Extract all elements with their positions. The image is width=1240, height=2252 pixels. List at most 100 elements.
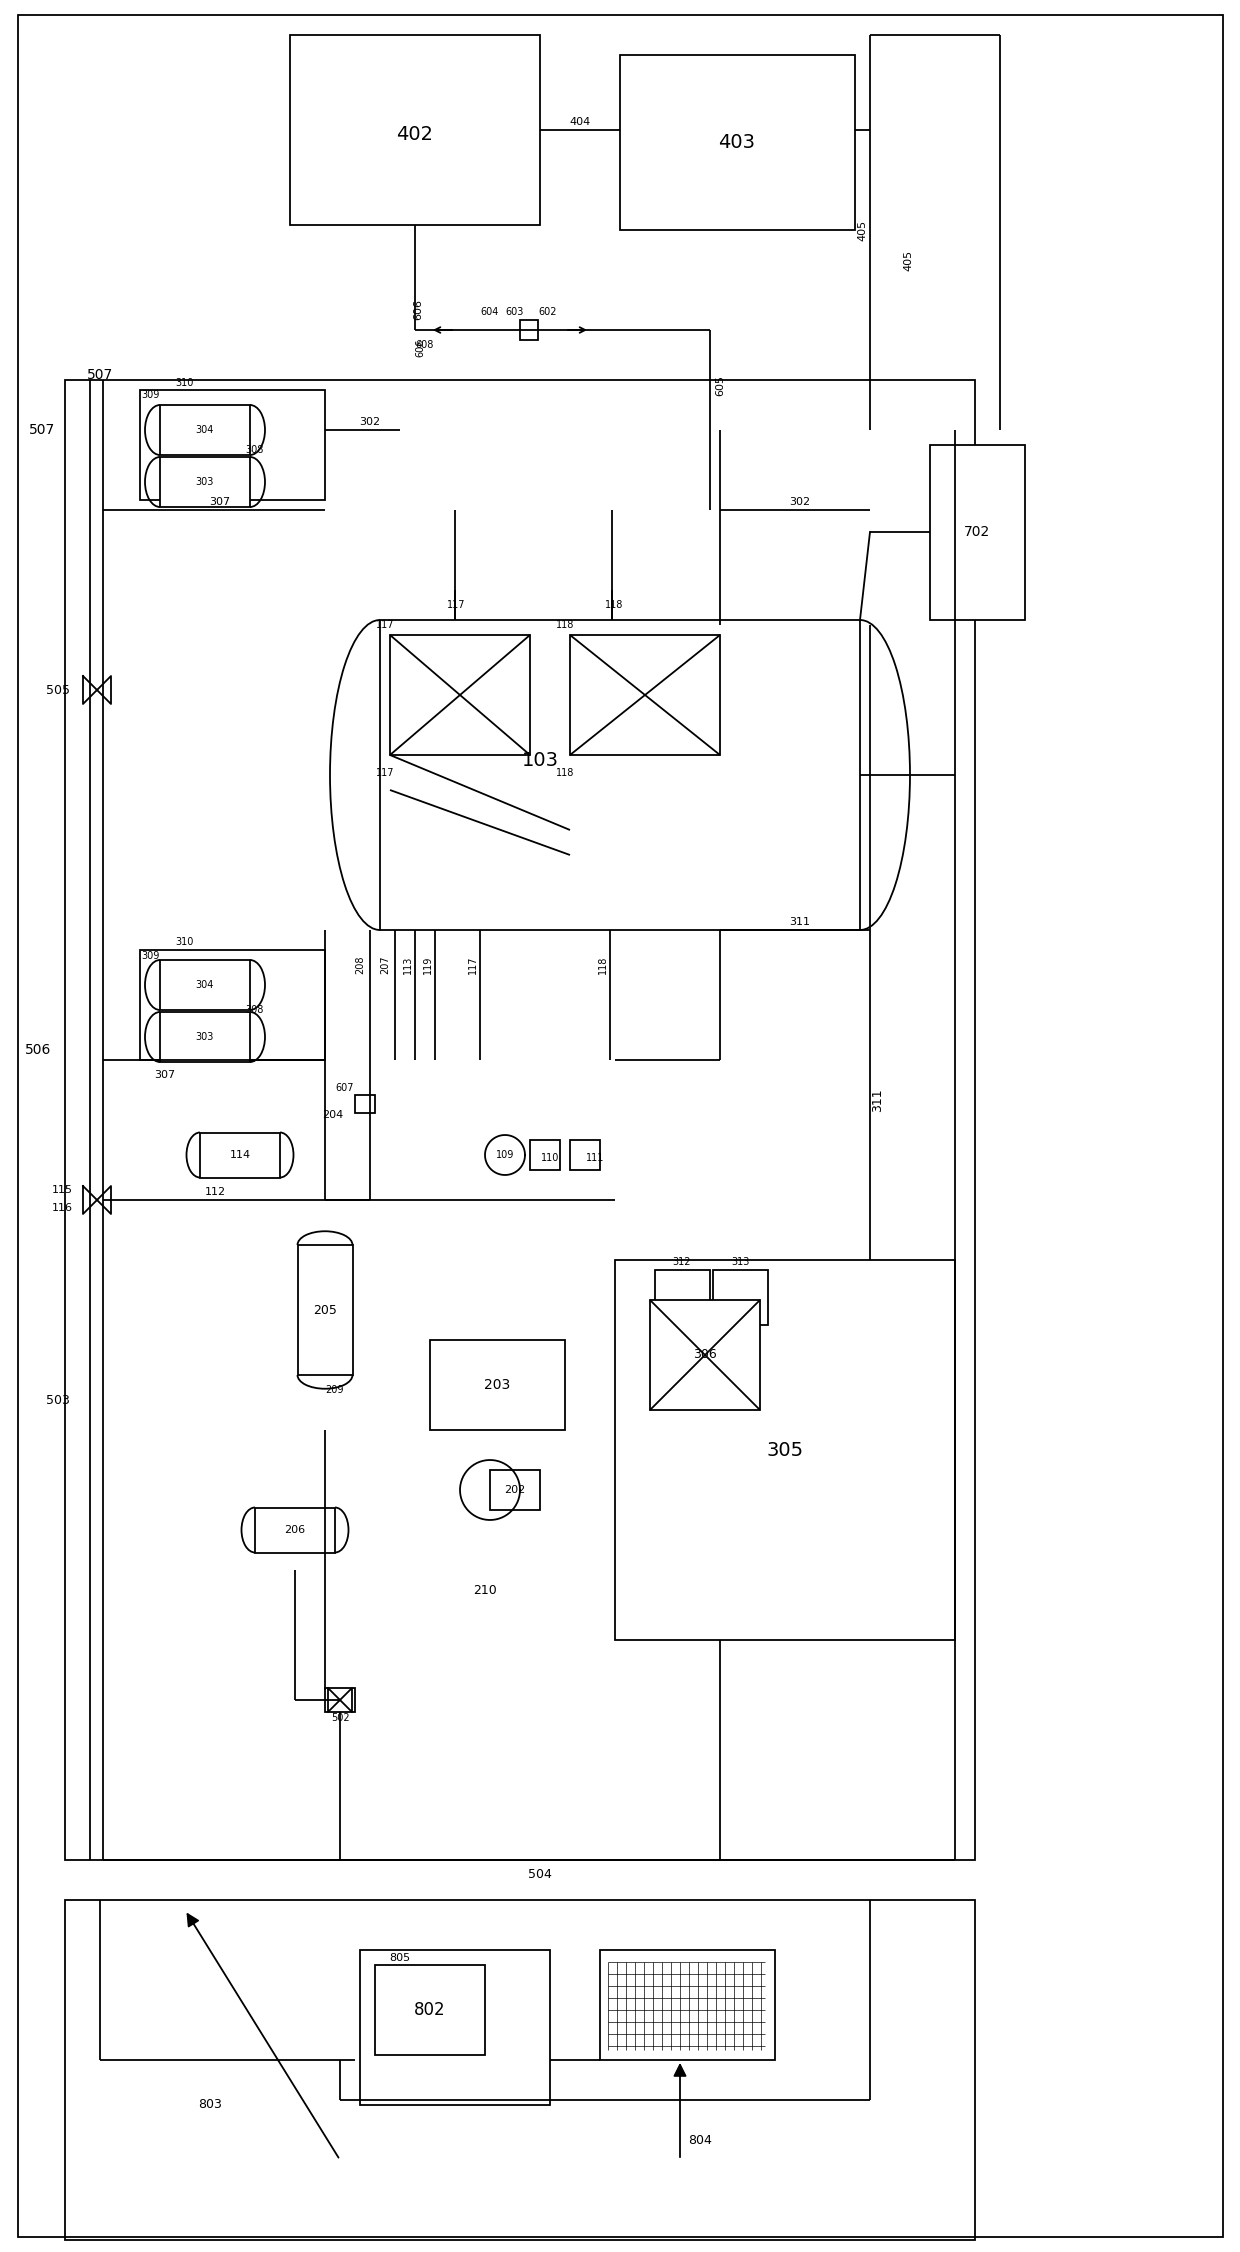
Bar (160, 457, 250, 507)
Text: 506: 506 (25, 1043, 51, 1056)
Bar (570, 1140, 600, 1171)
Text: 308: 308 (246, 446, 264, 455)
Bar (160, 405, 250, 455)
Text: 114: 114 (229, 1151, 250, 1160)
Text: 310: 310 (176, 378, 195, 387)
Text: 117: 117 (376, 768, 394, 777)
Bar (200, 1133, 280, 1178)
Text: 402: 402 (397, 126, 434, 144)
Text: 507: 507 (29, 423, 55, 437)
Text: 210: 210 (474, 1583, 497, 1597)
Text: 404: 404 (569, 117, 590, 126)
Text: 702: 702 (963, 525, 990, 538)
Bar (650, 1299, 760, 1410)
Text: 103: 103 (522, 750, 558, 770)
Text: 603: 603 (506, 306, 525, 318)
Text: 505: 505 (46, 685, 69, 696)
Text: 403: 403 (718, 133, 755, 151)
Bar (140, 950, 325, 1061)
Bar (64, 381, 975, 1860)
Text: 203: 203 (484, 1378, 510, 1392)
Text: 119: 119 (423, 955, 433, 975)
Text: 303: 303 (196, 477, 215, 486)
Bar (374, 1966, 485, 2056)
Text: 206: 206 (284, 1525, 305, 1536)
Text: 113: 113 (403, 955, 413, 975)
Text: 306: 306 (693, 1349, 717, 1362)
Bar (713, 1270, 768, 1324)
Text: 304: 304 (196, 980, 215, 991)
Text: 115: 115 (52, 1185, 72, 1196)
Text: 312: 312 (673, 1257, 691, 1268)
Text: 302: 302 (360, 417, 381, 428)
Text: 803: 803 (198, 2099, 222, 2112)
Bar (529, 1140, 560, 1171)
Text: 802: 802 (414, 2002, 446, 2020)
Text: 209: 209 (326, 1385, 345, 1394)
Bar (620, 54, 856, 230)
Text: 110: 110 (541, 1153, 559, 1162)
Text: 604: 604 (481, 306, 500, 318)
Text: 307: 307 (210, 498, 231, 507)
Text: 118: 118 (598, 955, 608, 975)
Text: 307: 307 (155, 1070, 176, 1081)
Bar (430, 1340, 565, 1430)
Text: 207: 207 (379, 955, 391, 975)
Text: 607: 607 (336, 1083, 355, 1092)
Text: 112: 112 (205, 1187, 226, 1198)
Text: 204: 204 (322, 1110, 343, 1119)
Text: 109: 109 (496, 1151, 515, 1160)
Bar (325, 1689, 355, 1712)
Bar (570, 635, 720, 754)
Text: 804: 804 (688, 2133, 712, 2146)
Text: 118: 118 (556, 768, 574, 777)
Bar (615, 1261, 955, 1639)
Text: 304: 304 (196, 426, 215, 435)
Text: 405: 405 (903, 250, 913, 270)
Text: 118: 118 (605, 599, 624, 610)
Text: 309: 309 (141, 950, 159, 962)
Bar (160, 959, 250, 1009)
Bar (64, 1901, 975, 2241)
Text: 208: 208 (355, 955, 365, 975)
Bar (360, 1950, 551, 2106)
Text: 606: 606 (415, 338, 425, 358)
Bar (600, 1950, 775, 2061)
Text: 502: 502 (331, 1714, 350, 1723)
Bar (490, 1471, 539, 1511)
Text: 117: 117 (467, 955, 477, 975)
Bar (160, 1011, 250, 1063)
Text: 608: 608 (415, 340, 434, 349)
Text: 302: 302 (790, 498, 811, 507)
Bar (379, 619, 861, 930)
Text: 116: 116 (52, 1203, 72, 1214)
Bar (520, 320, 538, 340)
Text: 405: 405 (857, 218, 867, 241)
Text: 117: 117 (376, 619, 394, 631)
Bar (355, 1094, 374, 1112)
Text: 606: 606 (413, 300, 423, 320)
Bar (655, 1270, 711, 1324)
Text: 503: 503 (46, 1394, 69, 1408)
Text: 602: 602 (538, 306, 557, 318)
Bar (391, 635, 529, 754)
Text: 308: 308 (246, 1004, 264, 1016)
Text: 313: 313 (730, 1257, 749, 1268)
Text: 118: 118 (556, 619, 574, 631)
Bar (140, 390, 325, 500)
Text: 310: 310 (176, 937, 195, 948)
Bar (290, 36, 539, 225)
Text: 309: 309 (141, 390, 159, 401)
Text: 117: 117 (446, 599, 465, 610)
Text: 507: 507 (87, 367, 113, 383)
Bar (930, 446, 1025, 619)
Text: 805: 805 (389, 1952, 410, 1964)
Text: 202: 202 (505, 1484, 526, 1495)
Text: 311: 311 (872, 1088, 884, 1112)
Bar (298, 1245, 352, 1376)
Text: 205: 205 (312, 1304, 337, 1317)
Text: 605: 605 (715, 374, 725, 396)
Text: 303: 303 (196, 1031, 215, 1043)
Text: 311: 311 (790, 917, 811, 928)
Bar (255, 1507, 335, 1552)
